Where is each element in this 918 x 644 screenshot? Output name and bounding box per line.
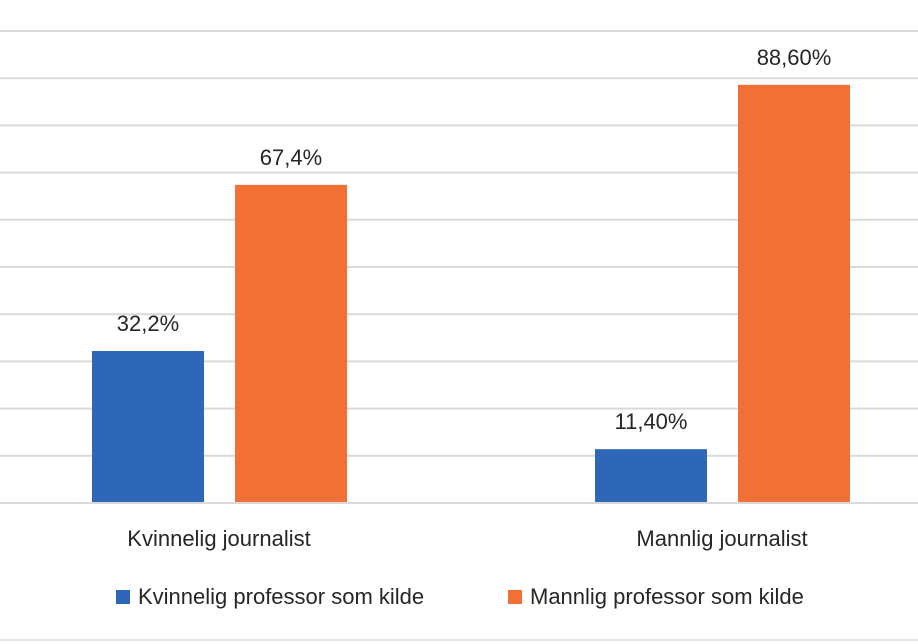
legend-label: Mannlig professor som kilde <box>530 584 804 609</box>
bar <box>235 184 347 503</box>
data-labels: 32,2% 11,40% 67,4% 88,60% <box>117 45 832 434</box>
bar <box>92 351 204 503</box>
bar <box>738 84 850 504</box>
data-label: 67,4% <box>260 145 322 170</box>
x-tick-label: Mannlig journalist <box>636 526 807 551</box>
legend: Kvinnelig professor som kilde Mannlig pr… <box>116 584 804 609</box>
data-label: 88,60% <box>757 45 832 70</box>
bars <box>92 84 850 504</box>
legend-label: Kvinnelig professor som kilde <box>138 584 424 609</box>
legend-swatch-kvinnelig <box>116 590 130 604</box>
x-axis: Kvinnelig journalist Mannlig journalist <box>0 502 918 551</box>
data-label: 11,40% <box>615 409 688 434</box>
legend-swatch-mannlig <box>508 590 522 604</box>
bar <box>595 449 707 503</box>
x-tick-label: Kvinnelig journalist <box>127 526 310 551</box>
data-label: 32,2% <box>117 311 179 336</box>
